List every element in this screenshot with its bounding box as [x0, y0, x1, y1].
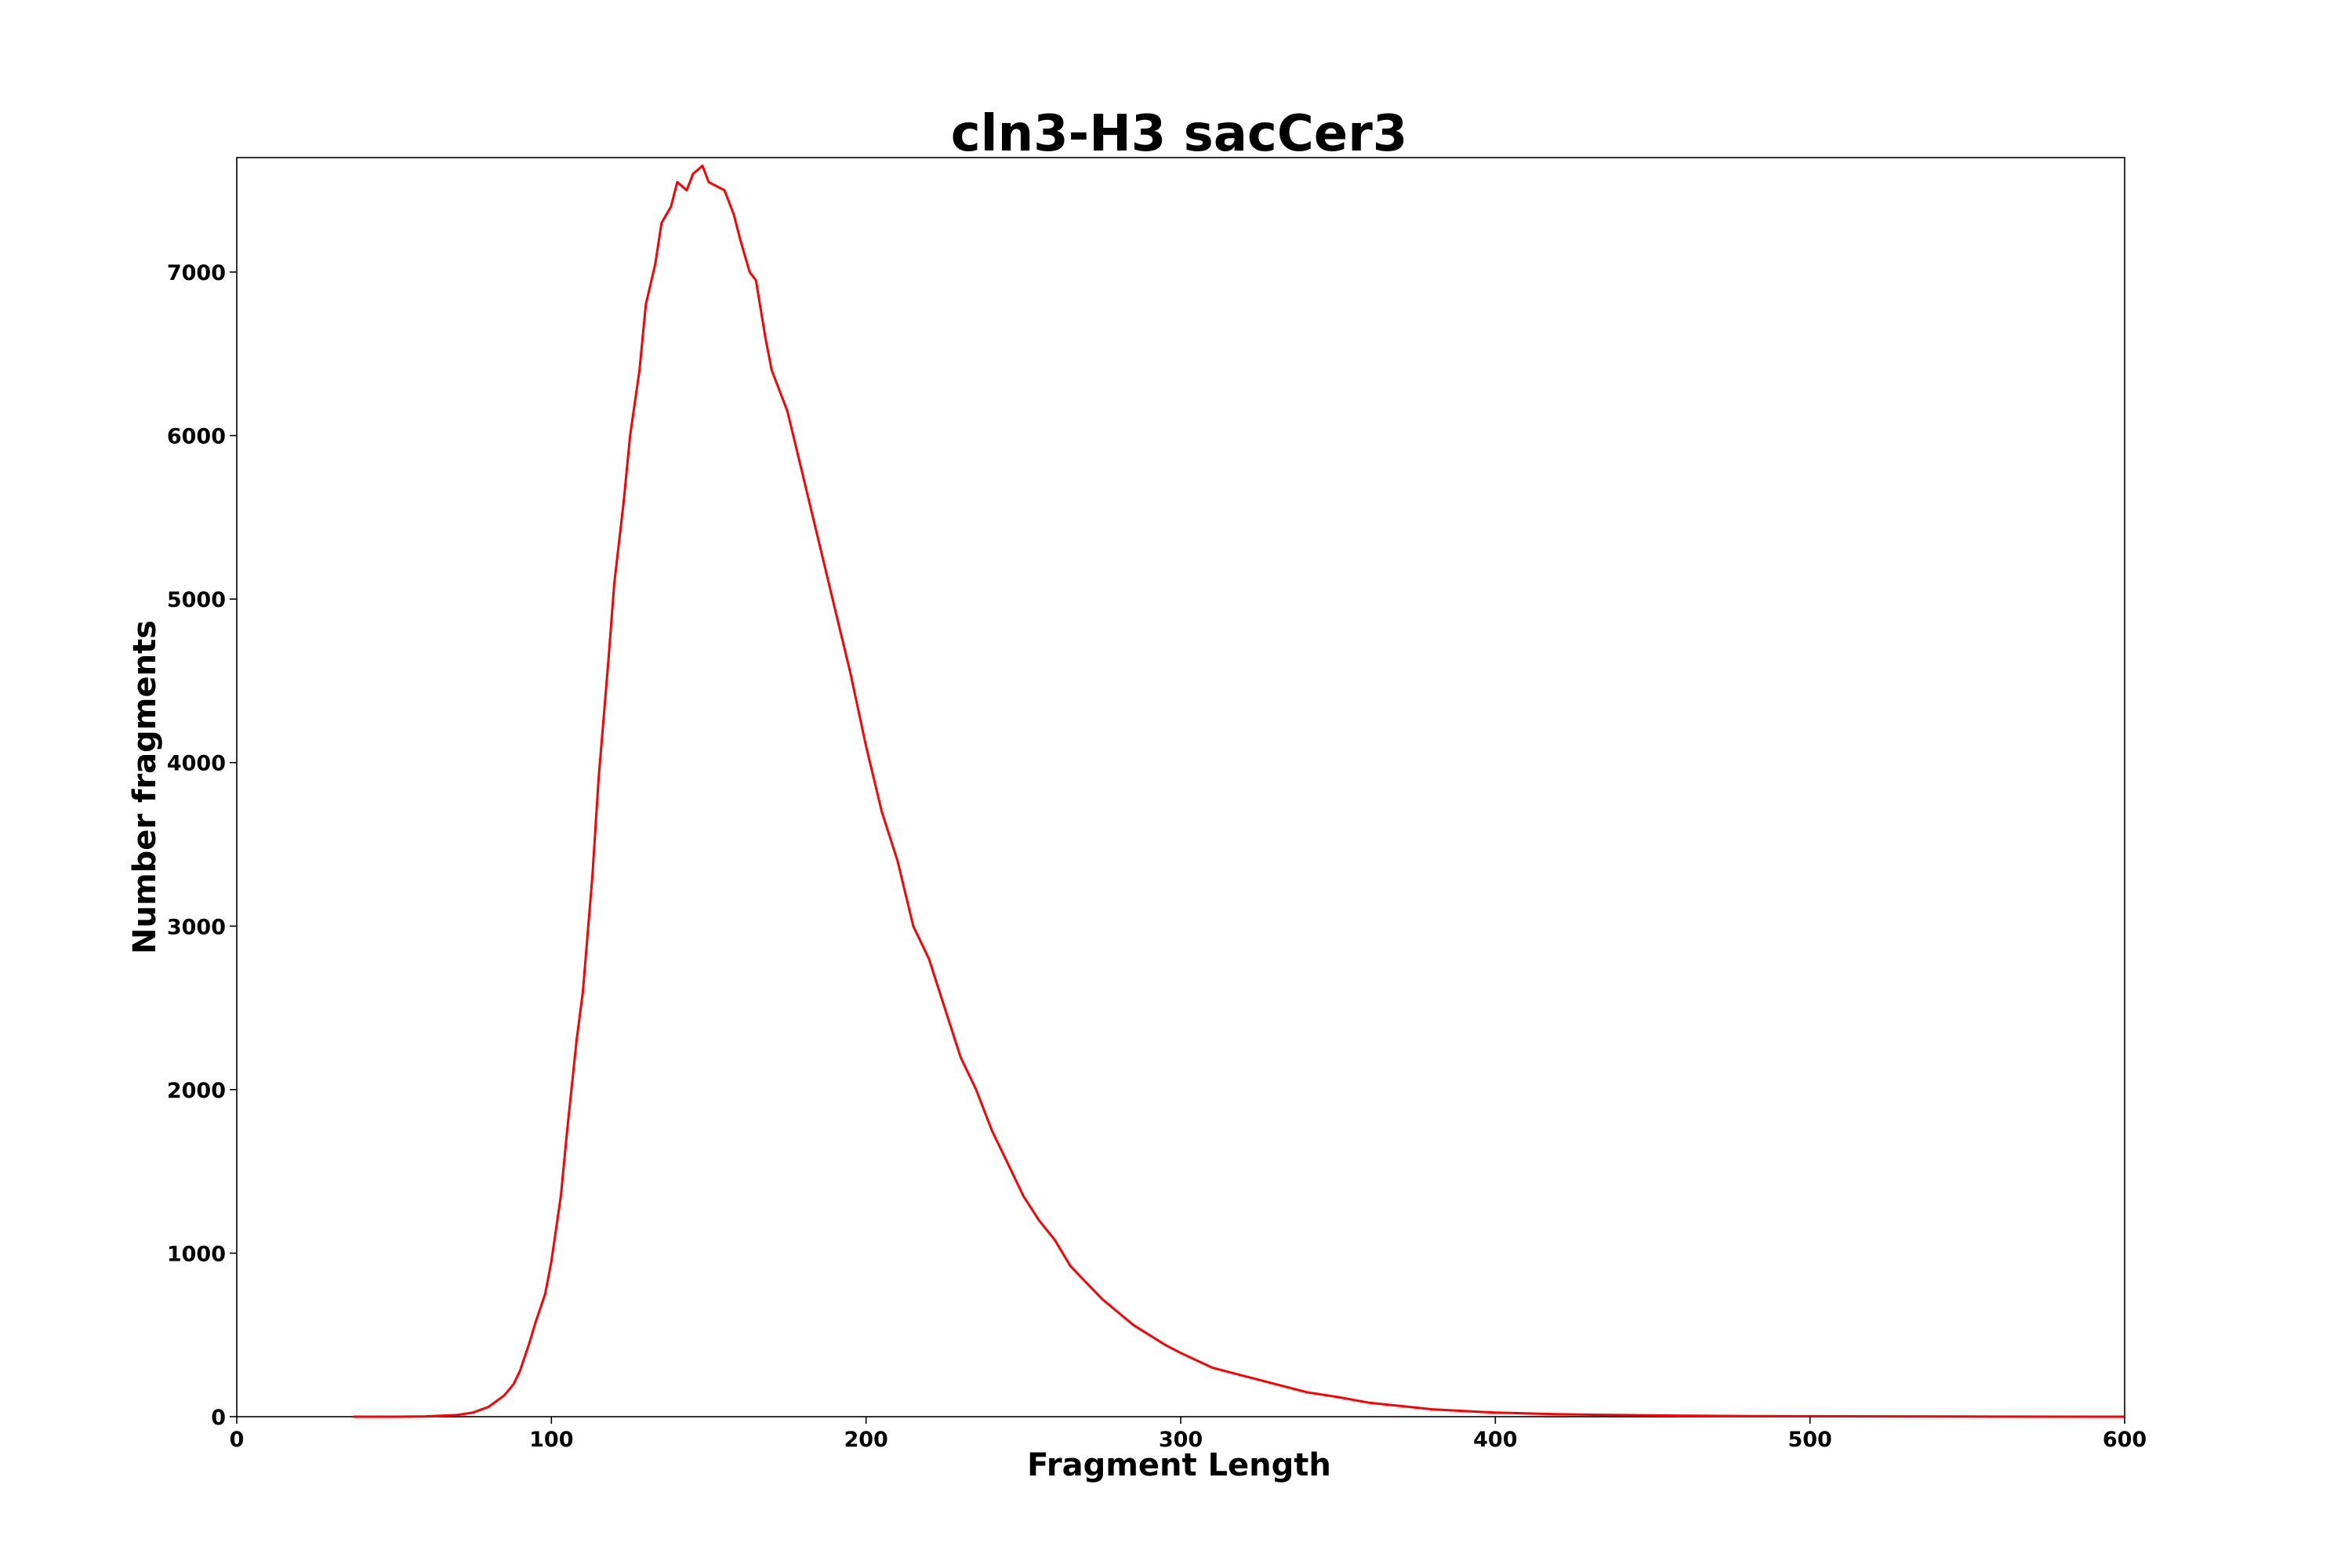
x-tick-label: 100	[529, 1428, 573, 1452]
x-tick-label: 0	[230, 1428, 245, 1452]
y-tick-label: 4000	[167, 752, 226, 776]
y-tick-label: 1000	[167, 1242, 226, 1266]
x-tick-label: 300	[1159, 1428, 1203, 1452]
y-axis-label: Number fragments	[127, 620, 163, 954]
y-tick-label: 0	[211, 1406, 226, 1430]
y-axis: 0 1000 2000 3000 4000 5000 6000 7000	[167, 261, 237, 1430]
y-tick-label: 7000	[167, 261, 226, 285]
plot-frame	[236, 157, 2125, 1417]
y-tick-label: 5000	[167, 588, 226, 612]
x-tick-label: 200	[844, 1428, 887, 1452]
x-axis-label: Fragment Length	[1027, 1447, 1331, 1483]
plot-area	[236, 157, 2125, 1418]
x-tick-label: 500	[1788, 1428, 1831, 1452]
x-tick-label: 600	[2103, 1428, 2147, 1452]
x-tick-label: 400	[1473, 1428, 1517, 1452]
x-axis: 0 100 200 300 400 500 600	[230, 1417, 2147, 1452]
series-line	[353, 164, 2125, 1418]
y-tick-label: 3000	[167, 915, 226, 939]
chart-title: cln3-H3 sacCer3	[951, 105, 1408, 163]
y-tick-label: 6000	[167, 425, 226, 449]
y-tick-label: 2000	[167, 1079, 226, 1103]
